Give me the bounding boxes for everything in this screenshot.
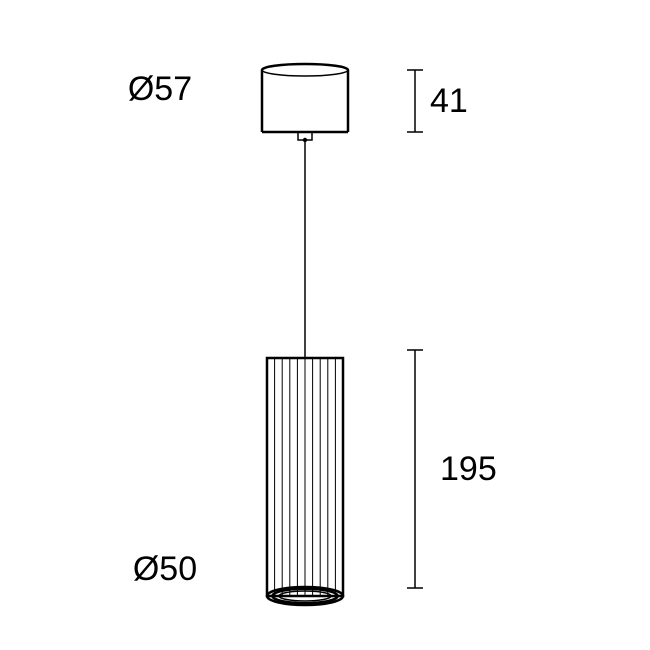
dim-label-canopy_h: 41 xyxy=(430,82,468,120)
dim-label-cylinder_h: 195 xyxy=(440,450,497,488)
dim-label-canopy_dia: Ø57 xyxy=(128,70,192,108)
dim-label-cylinder_dia: Ø50 xyxy=(133,550,197,588)
